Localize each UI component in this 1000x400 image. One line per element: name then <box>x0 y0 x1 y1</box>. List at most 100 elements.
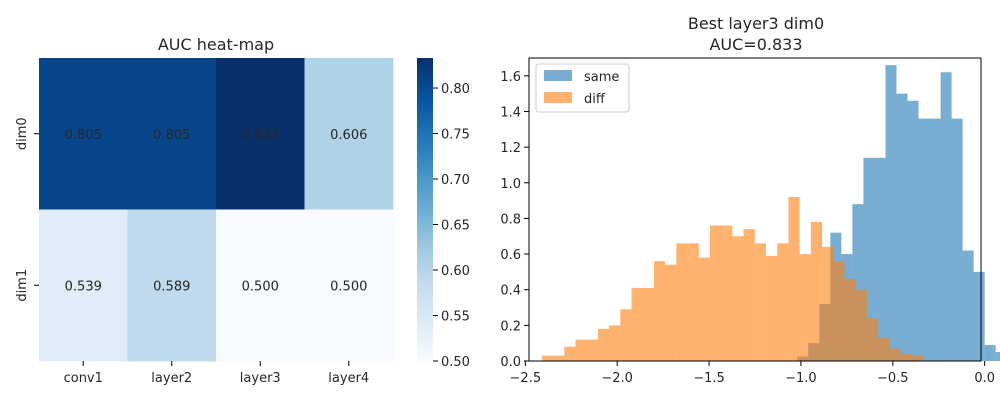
y-tick-label: 1.2 <box>500 141 521 156</box>
hist-bar-diff <box>609 325 621 361</box>
heatmap-cell-label: 0.833 <box>242 128 279 143</box>
hist-bar-diff <box>541 355 554 361</box>
histogram-subtitle: AUC=0.833 <box>709 35 802 54</box>
hist-bar-diff <box>855 289 867 361</box>
hist-bar-diff <box>810 221 823 361</box>
hist-bar-same <box>896 93 908 361</box>
hist-bar-diff <box>597 328 610 361</box>
hist-bar-diff <box>900 353 912 361</box>
colorbar-tick-label: 0.75 <box>441 128 470 143</box>
y-tick-label: dim1 <box>15 269 30 302</box>
y-tick-label: dim0 <box>15 117 30 150</box>
hist-bar-diff <box>766 255 778 361</box>
heatmap-cell <box>216 209 305 362</box>
y-tick-label: 1.4 <box>500 105 521 120</box>
hist-bar-diff <box>564 346 576 361</box>
histogram-title: Best layer3 dim0 <box>688 14 824 33</box>
colorbar-tick-label: 0.70 <box>441 173 470 188</box>
hist-bar-diff <box>676 243 688 361</box>
y-tick-label: 0.8 <box>500 212 521 227</box>
heatmap-title: AUC heat-map <box>158 35 274 54</box>
colorbar-gradient <box>417 58 433 361</box>
y-tick-label: 0.2 <box>500 319 521 334</box>
hist-bar-same <box>984 344 996 361</box>
heatmap-cell-label: 0.500 <box>242 279 279 294</box>
heatmap-panel: AUC heat-map 0.805 0.805 0.833 0.606 0.539 0.… <box>15 35 394 386</box>
hist-bar-diff <box>709 225 722 361</box>
hist-bar-same <box>995 352 1000 361</box>
y-tick-label: 0.6 <box>500 248 521 263</box>
x-tick-label: layer2 <box>151 371 192 386</box>
heatmap-cell <box>304 209 394 362</box>
hist-bar-diff <box>866 318 879 361</box>
colorbar-tick-label: 0.65 <box>441 219 470 234</box>
colorbar-tick-label: 0.60 <box>441 264 470 279</box>
legend-label-diff: diff <box>584 92 606 107</box>
heatmap-cell-label: 0.606 <box>330 128 367 143</box>
x-tick-label: 0.0 <box>974 371 995 386</box>
histogram-frame <box>528 57 982 362</box>
colorbar: 0.50 0.55 0.60 0.65 0.70 0.75 0.80 <box>417 58 470 370</box>
heatmap-cell <box>127 209 217 362</box>
hist-bar-diff <box>698 257 710 361</box>
x-tick-label: conv1 <box>64 371 103 386</box>
hist-bar-diff <box>799 254 811 361</box>
hist-bar-diff <box>833 261 845 361</box>
hist-bar-diff <box>889 348 901 361</box>
hist-bar-same <box>940 72 952 362</box>
hist-bar-diff <box>878 337 890 361</box>
hist-bar-same <box>885 65 897 362</box>
hist-bar-diff <box>665 264 677 361</box>
hist-bar-same <box>929 118 941 361</box>
colorbar-tick-label: 0.50 <box>441 355 470 370</box>
heatmap-cell <box>304 58 394 210</box>
legend-swatch-diff <box>544 92 572 103</box>
hist-bar-same <box>951 118 963 361</box>
legend: same diff <box>535 63 630 113</box>
hist-bar-diff <box>653 261 666 361</box>
heatmap-cell <box>39 58 128 210</box>
y-tick-label: 0.4 <box>500 284 521 299</box>
hist-bar-same <box>973 271 985 361</box>
heatmap-cell-label: 0.539 <box>65 279 102 294</box>
heatmap-cell-label: 0.805 <box>153 128 190 143</box>
hist-bar-diff <box>743 229 755 361</box>
hist-bar-diff <box>721 225 733 361</box>
hist-bar-diff <box>911 355 923 361</box>
hist-bar-same <box>918 118 930 361</box>
hist-bar-same <box>907 100 919 361</box>
hist-bar-diff <box>754 243 767 361</box>
hist-bar-diff <box>822 246 834 361</box>
x-tick-label: −2.5 <box>510 371 542 386</box>
heatmap-cell <box>127 58 217 210</box>
x-tick-label: −1.0 <box>785 371 817 386</box>
hist-bar-diff <box>732 236 744 361</box>
y-tick-label: 1.0 <box>500 177 521 192</box>
x-tick-label: −2.0 <box>601 371 633 386</box>
hist-bar-diff <box>575 339 587 361</box>
legend-swatch-same <box>544 70 572 81</box>
hist-bar-same <box>863 157 875 361</box>
y-tick-label: 1.6 <box>500 70 521 85</box>
hist-bar-same <box>852 204 864 361</box>
x-tick-label: −0.5 <box>877 371 909 386</box>
hist-bar-diff <box>844 279 856 361</box>
heatmap-cell-label: 0.500 <box>330 279 367 294</box>
heatmap-cell-label: 0.805 <box>65 128 102 143</box>
hist-bar-same <box>874 157 886 361</box>
x-tick-label: layer4 <box>328 371 369 386</box>
hist-bar-diff <box>777 243 789 361</box>
hist-bar-diff <box>553 355 565 361</box>
hist-bar-same <box>962 250 974 361</box>
heatmap-cell <box>39 209 128 362</box>
colorbar-tick-label: 0.55 <box>441 310 470 325</box>
y-tick-label: 0.0 <box>500 355 521 370</box>
legend-label-same: same <box>584 70 619 85</box>
heatmap-cell-label: 0.589 <box>153 279 190 294</box>
hist-bar-diff <box>687 243 699 361</box>
heatmap-cell <box>216 58 305 210</box>
hist-bar-diff <box>788 197 800 361</box>
x-tick-label: −1.5 <box>693 371 725 386</box>
histogram-panel: Best layer3 dim0 AUC=0.833 −2.5 −2.0 −1.5 −… <box>500 14 1000 386</box>
